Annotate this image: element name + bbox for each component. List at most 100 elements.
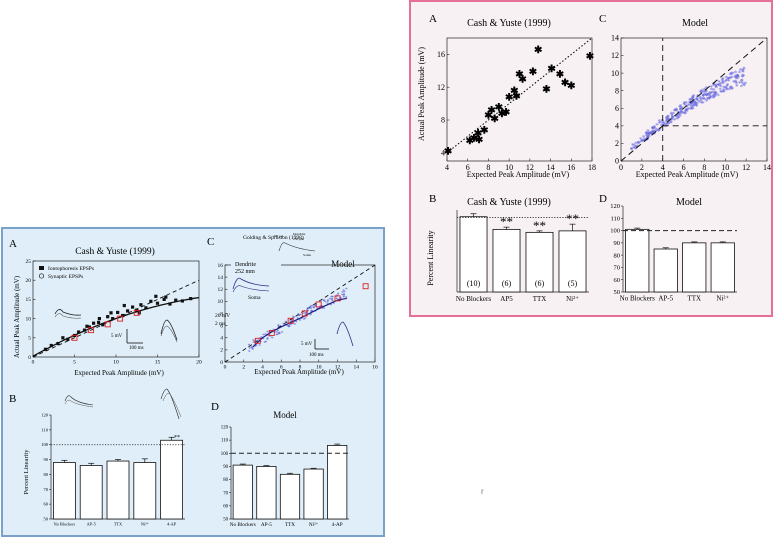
- right-c-model-point: *: [651, 125, 655, 133]
- right-a-linearity-line: [446, 37, 593, 154]
- left-c-model-point: *: [314, 309, 317, 315]
- right-d-bar: [710, 242, 735, 293]
- left-c-model-point: *: [278, 332, 281, 338]
- left-a-legend-syn: Synaptic EPSPs: [48, 274, 83, 280]
- left-c-y-tick-label: 8: [220, 311, 223, 317]
- left-c-model-point: *: [343, 290, 346, 296]
- right-c-model-point: *: [722, 89, 726, 97]
- left-c-model-point: *: [292, 320, 295, 326]
- right-a-letter: A: [429, 13, 437, 25]
- right-b-significance: **: [533, 218, 546, 233]
- left-c-model-point: *: [270, 330, 273, 336]
- right-c-model-point: *: [692, 102, 696, 110]
- left-c-model-point: *: [330, 295, 333, 301]
- right-c-model-point: *: [707, 92, 711, 100]
- left-c-model-point: *: [312, 306, 315, 312]
- right-c-model-point: *: [637, 140, 641, 148]
- left-d-y-tick-label: 70: [223, 491, 228, 496]
- right-c-model-point: *: [665, 116, 669, 124]
- right-c-model-point: *: [694, 100, 698, 108]
- right-c-model-point: *: [676, 112, 680, 120]
- right-d-bar: [625, 228, 650, 293]
- left-a-data-point: [174, 298, 178, 302]
- right-c-model-point: *: [691, 106, 695, 114]
- right-a-ylabel: Actual Peak Amplitude (mV): [417, 47, 426, 141]
- right-b-title: Cash & Yuste (1999): [467, 197, 551, 208]
- right-c-model-point: *: [685, 107, 689, 115]
- right-c-model-point: *: [694, 101, 698, 109]
- left-a-synaptic-point: [88, 327, 95, 334]
- left-c-model-point: *: [262, 337, 265, 343]
- left-c-model-point: *: [292, 316, 295, 322]
- left-c-model-point: *: [250, 345, 253, 351]
- left-a-data-point: [85, 324, 89, 328]
- right-c-model-point: *: [666, 113, 670, 121]
- left-c-model-point: *: [282, 322, 285, 328]
- right-c-model-point: *: [741, 68, 745, 76]
- right-a-data-point: ✱: [474, 129, 483, 140]
- left-d-category-label: AP-5: [261, 522, 272, 528]
- right-d-category-label: No Blockers: [620, 295, 655, 303]
- right-c-model-point: *: [689, 100, 693, 108]
- left-a-ylabel: Actual Peak Amplitude (mV): [13, 275, 21, 358]
- left-b-y-tick-label: 110: [41, 427, 48, 432]
- left-b-inset-trace-3: [160, 388, 180, 420]
- right-c-model-point: *: [679, 109, 683, 117]
- left-b-bar: [160, 439, 183, 520]
- right-a-x-tick-label: 4: [445, 163, 449, 172]
- right-c-model-point: *: [744, 80, 748, 88]
- left-c-linearity-line: [224, 264, 376, 363]
- right-a-x-tick-label: 18: [588, 163, 596, 172]
- right-c-model-point: *: [704, 88, 708, 96]
- right-c-model-point: *: [692, 102, 696, 110]
- right-c-y-tick-label: 0: [615, 157, 619, 166]
- left-c-red-square-point: [301, 310, 308, 317]
- left-c-model-point: *: [323, 307, 326, 313]
- left-a-data-point: [87, 325, 92, 329]
- right-c-model-point: *: [735, 81, 739, 89]
- right-c-model-point: *: [695, 97, 699, 105]
- left-c-model-point: *: [287, 325, 290, 331]
- right-c-model-point: *: [646, 135, 650, 143]
- right-d-y-tick-label: 70: [614, 265, 621, 272]
- right-c-model-point: *: [659, 120, 663, 128]
- left-c-model-point: *: [281, 330, 284, 336]
- left-c-model-point: *: [305, 311, 308, 317]
- left-d-category-label: 4-AP: [332, 522, 343, 528]
- right-c-model-point: *: [690, 101, 694, 109]
- right-c-model-point: *: [680, 105, 684, 113]
- left-c-model-point: *: [324, 300, 327, 306]
- left-b-category-label: Ni²⁺: [141, 522, 149, 527]
- left-c-red-square-point: [315, 301, 322, 308]
- right-c-x-tick-label: 0: [619, 163, 623, 172]
- left-c-model-point: *: [336, 293, 339, 299]
- right-c-model-point: *: [645, 130, 649, 138]
- right-c-model-point: *: [662, 121, 666, 129]
- right-c-model-point: *: [643, 137, 647, 145]
- left-a-y-tick-label: 25: [26, 259, 32, 265]
- right-c-model-point: *: [740, 83, 744, 91]
- left-c-model-point: *: [332, 301, 335, 307]
- right-d-y-tick-label: 50: [614, 289, 621, 296]
- left-c-xlabel: Expected Peak Amplitude (mV): [254, 368, 344, 376]
- right-c-model-point: *: [691, 94, 695, 102]
- right-c-model-point: *: [734, 80, 738, 88]
- right-c-model-point: *: [667, 117, 671, 125]
- left-d-y-tick-label: 100: [221, 452, 229, 457]
- right-panel-c: C Model Expected Peak Amplitude (mV) 0 2 4…: [599, 13, 771, 179]
- left-d-y-tick-label: 60: [223, 504, 228, 509]
- right-c-model-point: *: [693, 98, 697, 106]
- right-c-model-point: *: [699, 96, 703, 104]
- right-c-model-point: *: [691, 95, 695, 103]
- left-a-data-point: [91, 321, 96, 325]
- right-d-y-tick-label: 110: [610, 215, 620, 222]
- right-c-model-point: *: [731, 70, 735, 78]
- left-c-model-point: *: [251, 347, 254, 353]
- left-c-inset-trace-soma: [232, 285, 270, 293]
- right-c-model-point: *: [731, 86, 735, 94]
- right-c-model-point: *: [708, 95, 712, 103]
- left-a-x-tick-label: 20: [196, 360, 202, 366]
- left-c-x-tick-label: 6: [280, 365, 283, 371]
- right-a-data-point: ✱: [556, 70, 565, 81]
- left-c-x-tick-label: 14: [354, 365, 360, 371]
